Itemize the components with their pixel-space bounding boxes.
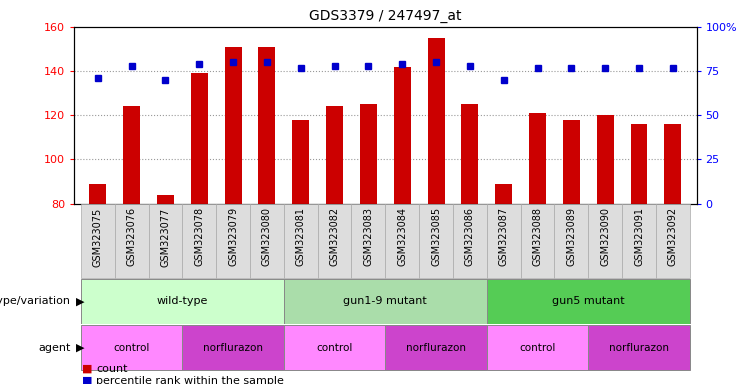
Text: GSM323076: GSM323076 [127,207,136,266]
Text: wild-type: wild-type [156,296,208,306]
FancyBboxPatch shape [554,204,588,278]
Text: ■: ■ [82,364,92,374]
FancyBboxPatch shape [250,204,284,278]
Text: gun5 mutant: gun5 mutant [552,296,625,306]
Text: count: count [96,364,128,374]
FancyBboxPatch shape [487,325,588,370]
FancyBboxPatch shape [351,204,385,278]
FancyBboxPatch shape [115,204,148,278]
Bar [326,106,343,204]
FancyBboxPatch shape [588,204,622,278]
Bar [123,106,140,204]
FancyBboxPatch shape [622,204,656,278]
Text: GSM323079: GSM323079 [228,207,238,266]
Text: ▶: ▶ [76,343,84,353]
Text: GSM323088: GSM323088 [533,207,542,266]
FancyBboxPatch shape [81,279,284,324]
Text: GSM323082: GSM323082 [330,207,339,266]
Bar [428,38,445,204]
Text: genotype/variation: genotype/variation [0,296,70,306]
Bar [495,184,512,204]
Title: GDS3379 / 247497_at: GDS3379 / 247497_at [309,9,462,23]
FancyBboxPatch shape [81,204,115,278]
Bar [259,47,276,204]
Text: ▶: ▶ [76,296,84,306]
FancyBboxPatch shape [81,325,182,370]
Bar [665,124,681,204]
FancyBboxPatch shape [487,204,521,278]
Text: GSM323083: GSM323083 [363,207,373,266]
FancyBboxPatch shape [385,325,487,370]
Bar [90,184,106,204]
Text: GSM323086: GSM323086 [465,207,475,266]
Text: control: control [316,343,353,353]
FancyBboxPatch shape [453,204,487,278]
Bar [292,120,309,204]
FancyBboxPatch shape [521,204,554,278]
Text: GSM323081: GSM323081 [296,207,306,266]
FancyBboxPatch shape [284,325,385,370]
Text: GSM323075: GSM323075 [93,207,103,266]
Bar [393,67,411,204]
Bar [225,47,242,204]
Text: GSM323092: GSM323092 [668,207,678,266]
Text: agent: agent [38,343,70,353]
Text: norflurazon: norflurazon [609,343,669,353]
FancyBboxPatch shape [182,204,216,278]
FancyBboxPatch shape [148,204,182,278]
FancyBboxPatch shape [318,204,351,278]
Text: GSM323084: GSM323084 [397,207,408,266]
Text: GSM323087: GSM323087 [499,207,509,266]
FancyBboxPatch shape [216,204,250,278]
FancyBboxPatch shape [284,204,318,278]
Text: norflurazon: norflurazon [406,343,466,353]
Text: gun1-9 mutant: gun1-9 mutant [343,296,428,306]
Text: GSM323080: GSM323080 [262,207,272,266]
Text: percentile rank within the sample: percentile rank within the sample [96,376,285,384]
Bar [191,73,207,204]
Bar [631,124,648,204]
Text: GSM323078: GSM323078 [194,207,205,266]
Bar [563,120,579,204]
Text: GSM323077: GSM323077 [161,207,170,266]
FancyBboxPatch shape [419,204,453,278]
FancyBboxPatch shape [385,204,419,278]
Bar [360,104,377,204]
Text: control: control [519,343,556,353]
FancyBboxPatch shape [284,279,487,324]
Text: norflurazon: norflurazon [203,343,263,353]
Bar [157,195,174,204]
FancyBboxPatch shape [656,204,690,278]
Text: GSM323091: GSM323091 [634,207,644,266]
Text: ■: ■ [82,376,92,384]
FancyBboxPatch shape [487,279,690,324]
Text: GSM323089: GSM323089 [566,207,576,266]
Bar [597,115,614,204]
FancyBboxPatch shape [182,325,284,370]
Text: control: control [113,343,150,353]
Bar [462,104,479,204]
Text: GSM323090: GSM323090 [600,207,610,266]
Text: GSM323085: GSM323085 [431,207,441,266]
FancyBboxPatch shape [588,325,690,370]
Bar [529,113,546,204]
